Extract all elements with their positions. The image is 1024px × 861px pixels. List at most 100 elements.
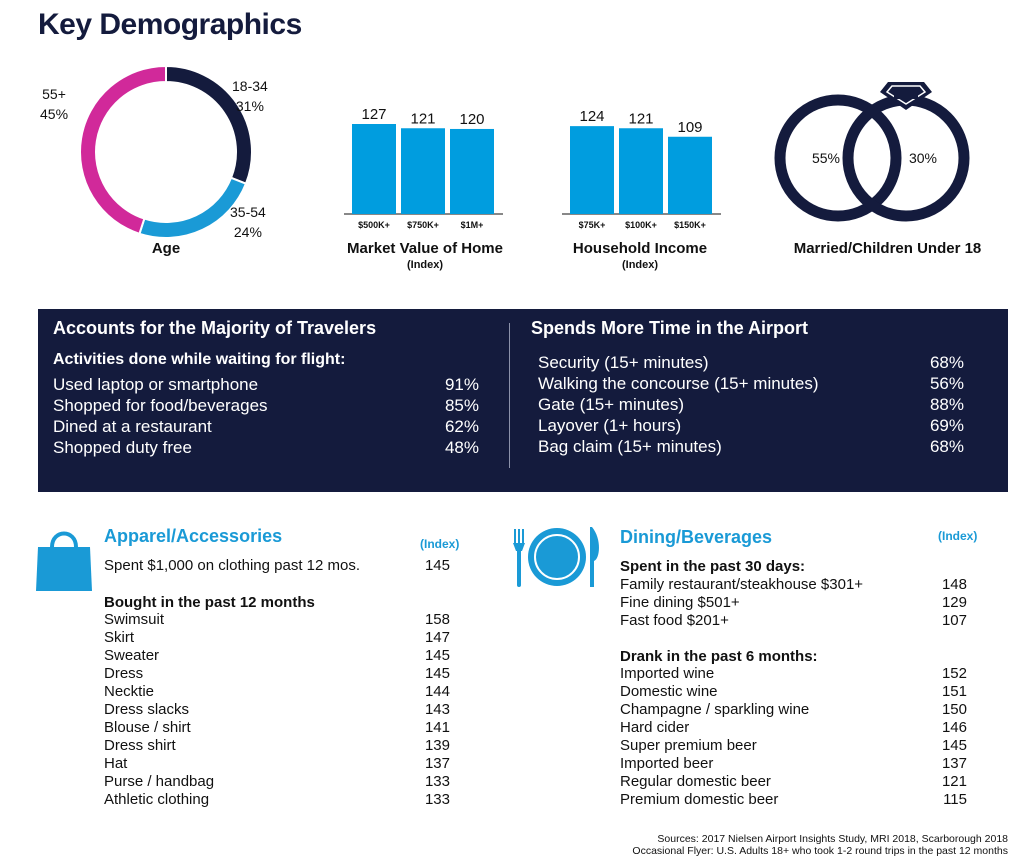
dining-drank-item-value: 137 <box>941 755 967 772</box>
married-pct: 55% <box>812 150 840 166</box>
dining-spent-item-label: Family restaurant/steakhouse $301+ <box>620 576 864 593</box>
household-income-bars-svg: 124 $75K+ 121 $100K+ 109 $150K+ <box>562 108 721 230</box>
market-value-bar-chart: 127 $500K+ 121 $750K+ 120 $1M+ <box>340 100 520 236</box>
airport-title: Spends More Time in the Airport <box>531 318 809 338</box>
dining-drank-item-value: 121 <box>941 773 967 790</box>
apparel-item-value: 145 <box>424 647 450 664</box>
apparel-item-label: Athletic clothing <box>104 791 210 808</box>
sources-footnote: Sources: 2017 Nielsen Airport Insights S… <box>632 833 1008 857</box>
airport-row-label: Gate (15+ minutes) <box>538 395 684 414</box>
apparel-item-value: 137 <box>424 755 450 772</box>
apparel-item-label: Dress shirt <box>104 737 176 754</box>
dining-drank-item-value: 145 <box>941 737 967 754</box>
definition-line: Occasional Flyer: U.S. Adults 18+ who to… <box>632 845 1008 857</box>
travelers-row-label: Shopped for food/beverages <box>53 396 268 415</box>
apparel-spent-value: 145 <box>424 557 450 574</box>
dining-spent-item-value: 148 <box>941 576 967 593</box>
apparel-item-value: 143 <box>424 701 450 718</box>
dining-drank-item-value: 115 <box>943 791 967 808</box>
airport-row-value: 68% <box>929 353 964 372</box>
airport-row-value: 88% <box>929 395 964 414</box>
apparel-item-value: 133 <box>424 791 450 808</box>
dining-drank-item-value: 146 <box>941 719 967 736</box>
age-donut-svg <box>79 64 253 239</box>
apparel-item-label: Blouse / shirt <box>104 719 191 736</box>
travelers-subtitle: Activities done while waiting for flight… <box>53 351 346 368</box>
travelers-row-label: Used laptop or smartphone <box>53 375 259 394</box>
panel-divider <box>509 323 510 468</box>
apparel-item-label: Skirt <box>104 629 134 646</box>
bar-category-label: $1M+ <box>461 220 484 230</box>
household-income-bar-chart: 124 $75K+ 121 $100K+ 109 $150K+ <box>558 100 738 236</box>
sources-line: Sources: 2017 Nielsen Airport Insights S… <box>657 833 1008 845</box>
travelers-row-label: Shopped duty free <box>53 438 192 457</box>
apparel-item-value: 147 <box>424 629 450 646</box>
age-label-55-plus: 55+ 45% <box>40 84 68 124</box>
airport-row-label: Walking the concourse (15+ minutes) <box>538 374 819 393</box>
apparel-item-label: Swimsuit <box>104 611 165 628</box>
airport-row-label: Security (15+ minutes) <box>538 353 709 372</box>
apparel-item-value: 139 <box>424 737 450 754</box>
apparel-item-label: Dress slacks <box>104 701 190 718</box>
apparel-item-value: 133 <box>424 773 450 790</box>
travelers-row-value: 91% <box>444 375 479 394</box>
household-income-caption: Household Income <box>572 240 708 257</box>
dining-spent-item-value: 107 <box>941 612 967 629</box>
dining-drank-item-label: Super premium beer <box>620 737 757 754</box>
dining-drank-item-value: 150 <box>941 701 967 718</box>
bar-value-label: 121 <box>410 110 435 127</box>
airport-row-value: 68% <box>929 437 964 456</box>
apparel-index-header: (Index) <box>420 537 460 551</box>
airport-row-value: 56% <box>929 374 964 393</box>
married-caption: Married/Children Under 18 <box>793 240 982 257</box>
apparel-item-value: 145 <box>424 665 450 682</box>
bar <box>570 126 614 214</box>
travelers-row-label: Dined at a restaurant <box>53 417 212 436</box>
bar-value-label: 120 <box>459 111 484 128</box>
age-label-35-54: 35-54 24% <box>230 202 266 242</box>
plate-fork-knife-icon <box>513 527 599 587</box>
dining-drank-item-label: Imported beer <box>620 755 714 772</box>
travelers-row-value: 85% <box>444 396 479 415</box>
dining-drank-heading: Drank in the past 6 months: <box>620 648 818 665</box>
age-segment-label: 18-34 <box>232 78 268 94</box>
market-value-caption: Market Value of Home <box>347 240 503 257</box>
bar-category-label: $100K+ <box>625 220 657 230</box>
bar <box>619 128 663 214</box>
airport-row-label: Bag claim (15+ minutes) <box>538 437 722 456</box>
age-caption: Age <box>151 240 181 257</box>
apparel-spent-label: Spent $1,000 on clothing past 12 mos. <box>104 557 361 574</box>
bar <box>352 124 396 214</box>
dining-spent-item-value: 129 <box>941 594 967 611</box>
rings-icon: 55% 30% <box>774 82 970 222</box>
airport-row-value: 69% <box>929 416 964 435</box>
dining-index-header: (Index) <box>938 529 978 543</box>
page-title: Key Demographics <box>38 8 302 41</box>
apparel-item-label: Necktie <box>104 683 155 700</box>
household-income-subcaption: (Index) <box>621 259 659 271</box>
age-slice-55-plus <box>79 64 167 236</box>
apparel-item-value: 144 <box>424 683 450 700</box>
age-segment-label: 55+ <box>42 86 66 102</box>
wedding-rings-graphic: 55% 30% <box>770 66 990 236</box>
bar <box>450 128 494 214</box>
dining-spent-item-label: Fast food $201+ <box>620 612 729 629</box>
age-label-18-34: 18-34 31% <box>232 76 268 116</box>
apparel-item-label: Dress <box>104 665 144 682</box>
bar-category-label: $500K+ <box>358 220 390 230</box>
dining-spent-heading: Spent in the past 30 days: <box>620 558 806 575</box>
dining-drank-item-label: Imported wine <box>620 665 715 682</box>
bar <box>401 128 445 214</box>
age-segment-value: 31% <box>235 98 264 114</box>
dining-spent-item-label: Fine dining $501+ <box>620 594 740 611</box>
dining-drank-item-value: 152 <box>941 665 967 682</box>
travelers-row-value: 62% <box>444 417 479 436</box>
bar-value-label: 124 <box>579 108 604 125</box>
apparel-bought-heading: Bought in the past 12 months <box>104 594 315 611</box>
bar-value-label: 121 <box>628 110 653 127</box>
age-segment-label: 35-54 <box>230 204 266 220</box>
bar-category-label: $150K+ <box>674 220 706 230</box>
dining-drank-item-value: 151 <box>941 683 967 700</box>
dining-title: Dining/Beverages <box>620 527 773 547</box>
apparel-item-label: Hat <box>104 755 128 772</box>
